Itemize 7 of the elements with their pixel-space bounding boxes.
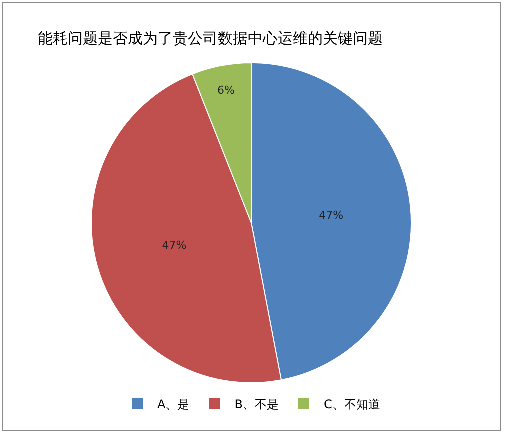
chart-title: 能耗问题是否成为了贵公司数据中心运维的关键问题 (38, 29, 383, 48)
data-label: 6% (218, 84, 235, 98)
data-label: 47% (319, 208, 344, 222)
legend-label: C、不知道 (324, 398, 380, 412)
legend-label: A、是 (158, 398, 190, 412)
data-label: 47% (162, 238, 187, 252)
legend-label: B、不是 (234, 398, 279, 412)
